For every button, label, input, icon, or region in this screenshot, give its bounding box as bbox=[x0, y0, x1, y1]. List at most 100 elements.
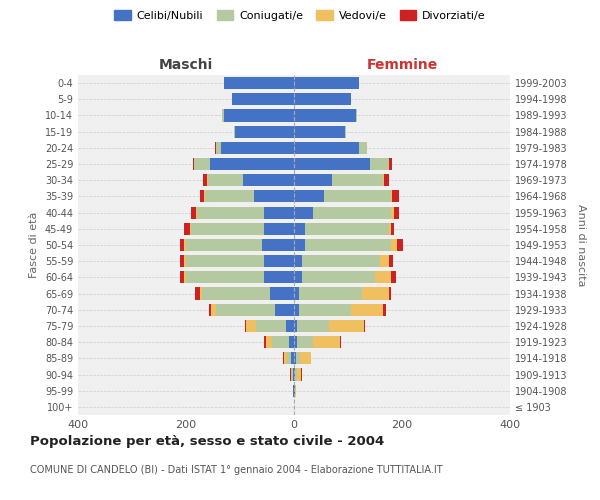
Bar bbox=[221, 142, 294, 154]
Bar bbox=[265, 206, 294, 218]
Bar bbox=[199, 288, 202, 300]
Bar bbox=[180, 255, 184, 268]
Bar bbox=[195, 288, 199, 300]
Bar bbox=[265, 336, 266, 348]
Bar bbox=[294, 77, 359, 89]
Bar bbox=[313, 336, 340, 348]
Bar bbox=[184, 239, 186, 251]
Bar bbox=[211, 158, 294, 170]
Legend: Celibi/Nubili, Coniugati/e, Vedovi/e, Divorziati/e: Celibi/Nubili, Coniugati/e, Vedovi/e, Di… bbox=[110, 6, 490, 25]
Bar bbox=[262, 239, 294, 251]
Bar bbox=[299, 288, 361, 300]
Bar bbox=[296, 352, 300, 364]
Bar bbox=[224, 77, 294, 89]
Bar bbox=[205, 190, 254, 202]
Bar bbox=[305, 222, 389, 235]
Bar bbox=[265, 255, 294, 268]
Bar bbox=[224, 110, 294, 122]
Bar bbox=[294, 304, 299, 316]
Bar bbox=[283, 352, 284, 364]
Bar bbox=[254, 190, 294, 202]
Bar bbox=[208, 174, 242, 186]
Bar bbox=[302, 272, 375, 283]
Bar bbox=[294, 320, 296, 332]
Bar bbox=[305, 239, 391, 251]
Bar bbox=[397, 239, 403, 251]
Bar bbox=[361, 288, 389, 300]
Bar bbox=[389, 288, 391, 300]
Bar bbox=[284, 352, 287, 364]
Bar bbox=[296, 368, 301, 380]
Bar bbox=[294, 190, 324, 202]
Bar bbox=[211, 304, 216, 316]
Bar bbox=[391, 190, 392, 202]
Bar bbox=[184, 272, 186, 283]
Text: Popolazione per età, sesso e stato civile - 2004: Popolazione per età, sesso e stato civil… bbox=[30, 435, 384, 448]
Bar bbox=[292, 352, 294, 364]
Bar bbox=[294, 126, 346, 138]
Bar bbox=[375, 272, 391, 283]
Bar bbox=[294, 206, 313, 218]
Bar bbox=[191, 206, 196, 218]
Bar bbox=[191, 222, 265, 235]
Bar bbox=[370, 158, 389, 170]
Bar bbox=[245, 320, 247, 332]
Bar bbox=[270, 288, 294, 300]
Bar bbox=[247, 320, 256, 332]
Text: COMUNE DI CANDELO (BI) - Dati ISTAT 1° gennaio 2004 - Elaborazione TUTTITALIA.IT: COMUNE DI CANDELO (BI) - Dati ISTAT 1° g… bbox=[30, 465, 443, 475]
Bar bbox=[184, 222, 190, 235]
Bar bbox=[391, 239, 397, 251]
Bar bbox=[233, 126, 235, 138]
Bar bbox=[266, 336, 272, 348]
Text: Femmine: Femmine bbox=[367, 58, 437, 72]
Bar bbox=[275, 304, 294, 316]
Bar bbox=[324, 190, 391, 202]
Bar bbox=[294, 158, 370, 170]
Bar bbox=[296, 320, 329, 332]
Bar bbox=[186, 272, 265, 283]
Bar bbox=[294, 93, 350, 106]
Bar bbox=[391, 222, 394, 235]
Bar bbox=[392, 190, 399, 202]
Bar bbox=[391, 272, 395, 283]
Bar bbox=[294, 336, 296, 348]
Bar bbox=[389, 158, 392, 170]
Bar bbox=[222, 110, 224, 122]
Bar bbox=[294, 110, 356, 122]
Bar bbox=[294, 222, 305, 235]
Bar bbox=[209, 304, 211, 316]
Bar bbox=[340, 336, 341, 348]
Bar bbox=[265, 222, 294, 235]
Bar bbox=[294, 352, 296, 364]
Bar bbox=[293, 368, 294, 380]
Bar bbox=[383, 304, 386, 316]
Y-axis label: Anni di nascita: Anni di nascita bbox=[576, 204, 586, 286]
Bar bbox=[332, 174, 383, 186]
Bar bbox=[200, 190, 205, 202]
Bar bbox=[300, 352, 311, 364]
Bar bbox=[294, 174, 332, 186]
Bar bbox=[294, 368, 295, 380]
Bar bbox=[194, 158, 211, 170]
Bar bbox=[359, 142, 367, 154]
Bar bbox=[197, 206, 265, 218]
Bar bbox=[391, 206, 394, 218]
Bar bbox=[242, 174, 294, 186]
Bar bbox=[302, 255, 380, 268]
Bar bbox=[232, 93, 294, 106]
Bar bbox=[294, 255, 302, 268]
Bar bbox=[265, 272, 294, 283]
Text: Maschi: Maschi bbox=[159, 58, 213, 72]
Bar bbox=[287, 352, 292, 364]
Bar bbox=[289, 336, 294, 348]
Bar bbox=[286, 320, 294, 332]
Bar bbox=[203, 174, 207, 186]
Bar bbox=[329, 320, 364, 332]
Bar bbox=[295, 384, 296, 397]
Bar bbox=[384, 174, 389, 186]
Bar bbox=[380, 255, 389, 268]
Bar bbox=[272, 336, 289, 348]
Bar bbox=[216, 142, 221, 154]
Bar bbox=[292, 368, 293, 380]
Bar bbox=[313, 206, 391, 218]
